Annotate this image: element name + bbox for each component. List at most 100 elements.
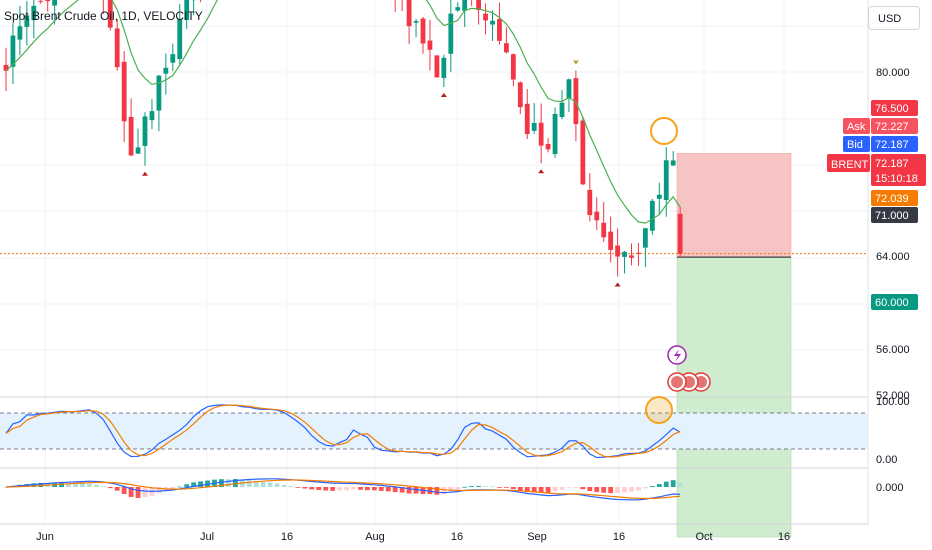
stochastic-k-line [5, 404, 681, 459]
candle-body [413, 21, 419, 23]
candle-body [184, 0, 190, 20]
macd-histogram-bar [413, 487, 419, 494]
macd-histogram-bar [365, 487, 370, 491]
swing-low-marker [538, 169, 545, 174]
macd-pane[interactable] [3, 478, 683, 501]
macd-histogram-bar [406, 487, 412, 494]
stop-loss-zone[interactable] [676, 153, 792, 258]
candle-body [538, 122, 544, 146]
candle-body [524, 103, 530, 135]
candle-body [107, 0, 113, 28]
macd-histogram-bar [281, 484, 287, 487]
candle-body [559, 102, 565, 117]
macd-histogram-bar [219, 479, 224, 487]
last-price-tag: 72.187 [875, 158, 909, 170]
candle-body [462, 0, 468, 11]
macd-histogram-bar [434, 487, 440, 495]
trade-zones[interactable] [676, 153, 792, 538]
macd-histogram-bar [608, 487, 614, 494]
macd-histogram-bar [552, 487, 558, 492]
candle-body [121, 61, 127, 122]
macd-histogram-bar [198, 481, 203, 487]
candle-body [601, 222, 607, 238]
macd-histogram-bar [670, 480, 676, 487]
bid-price-tag: 72.187 [875, 139, 909, 151]
macd-axis[interactable]: 0.000 [876, 482, 904, 494]
macd-histogram-bar [656, 484, 662, 487]
level-price-tag-bg [871, 207, 918, 223]
macd-histogram-bar [615, 487, 620, 494]
stochastic-pane[interactable] [0, 396, 868, 459]
macd-histogram-bar [469, 486, 475, 487]
macd-histogram-bar [100, 486, 106, 487]
candle-body [608, 231, 614, 250]
price-axis[interactable]: 80.000 64.000 56.000 52.000 [876, 67, 910, 402]
candle-body [420, 18, 426, 44]
price-axis-label: 80.000 [876, 67, 910, 79]
time-axis-label: Jul [200, 531, 214, 543]
macd-histogram-bar [545, 487, 551, 493]
level-price-tag: 71.000 [875, 210, 909, 222]
symbol-tag-bg [827, 154, 870, 172]
events-row[interactable] [667, 345, 711, 392]
lightning-event-icon[interactable] [667, 345, 687, 365]
macd-histogram-bar [504, 487, 509, 488]
currency-button[interactable]: USD [868, 6, 920, 30]
macd-histogram-bar [93, 484, 99, 487]
macd-histogram-bar [302, 487, 308, 489]
candle-body [163, 67, 169, 74]
candle-body [517, 82, 523, 108]
ask-label-tag: Ask [847, 121, 866, 133]
macd-histogram-bar [587, 487, 593, 492]
macd-histogram-bar [191, 482, 197, 487]
swing-low-marker [440, 92, 447, 97]
macd-histogram-bar [462, 486, 468, 488]
macd-histogram-bar [337, 487, 342, 491]
bid-label-tag: Bid [847, 139, 863, 151]
macd-histogram-bar [538, 487, 544, 493]
candle-body [566, 79, 572, 99]
macd-histogram-bar [246, 480, 252, 487]
macd-histogram-bar [636, 487, 641, 491]
candle-body [545, 143, 551, 150]
stochastic-axis[interactable]: 100.00 0.00 [876, 396, 910, 466]
macd-histogram-bar [663, 481, 669, 487]
macd-histogram-bar [649, 486, 655, 487]
macd-histogram-bar [184, 484, 190, 487]
candle-body [434, 55, 440, 78]
stochastic-d-line [5, 404, 681, 458]
macd-histogram-bar [490, 486, 495, 488]
macd-histogram-bar [594, 487, 600, 492]
macd-histogram-bar [643, 487, 648, 489]
candle-body [510, 54, 516, 80]
macd-histogram-bar [260, 481, 266, 487]
bid-price-tag-bg [871, 136, 918, 152]
macd-histogram-bar [497, 487, 502, 488]
time-axis-label: Aug [365, 531, 385, 543]
macd-histogram-bar [399, 487, 405, 493]
candle-body [531, 122, 537, 131]
candle-body [142, 116, 148, 146]
last-price-tag-bg [871, 154, 926, 186]
time-axis[interactable]: Jun Jul 16 Aug 16 Sep 16 Oct 16 [36, 531, 790, 543]
macd-histogram-bar [517, 487, 523, 491]
price-axis-label: 52.000 [876, 390, 910, 402]
us-flag-event-icon[interactable] [667, 372, 687, 392]
candle-body [156, 75, 162, 111]
macd-histogram-bar [232, 479, 238, 487]
ask-price-tag-bg [871, 118, 918, 134]
macd-histogram-bar [573, 487, 579, 488]
time-axis-label: 16 [451, 531, 463, 543]
macd-histogram-bar [226, 479, 231, 487]
candle-series[interactable] [3, 0, 683, 277]
macd-histogram-bar [524, 487, 530, 493]
stop-loss-tag: 76.500 [875, 103, 909, 115]
macd-histogram-bar [601, 487, 607, 493]
candle-body [177, 19, 183, 59]
macd-histogram-bar [316, 487, 322, 490]
macd-histogram-bar [31, 483, 37, 487]
time-axis-label: 16 [778, 531, 790, 543]
candle-body [622, 251, 627, 257]
candle-body [504, 43, 509, 53]
